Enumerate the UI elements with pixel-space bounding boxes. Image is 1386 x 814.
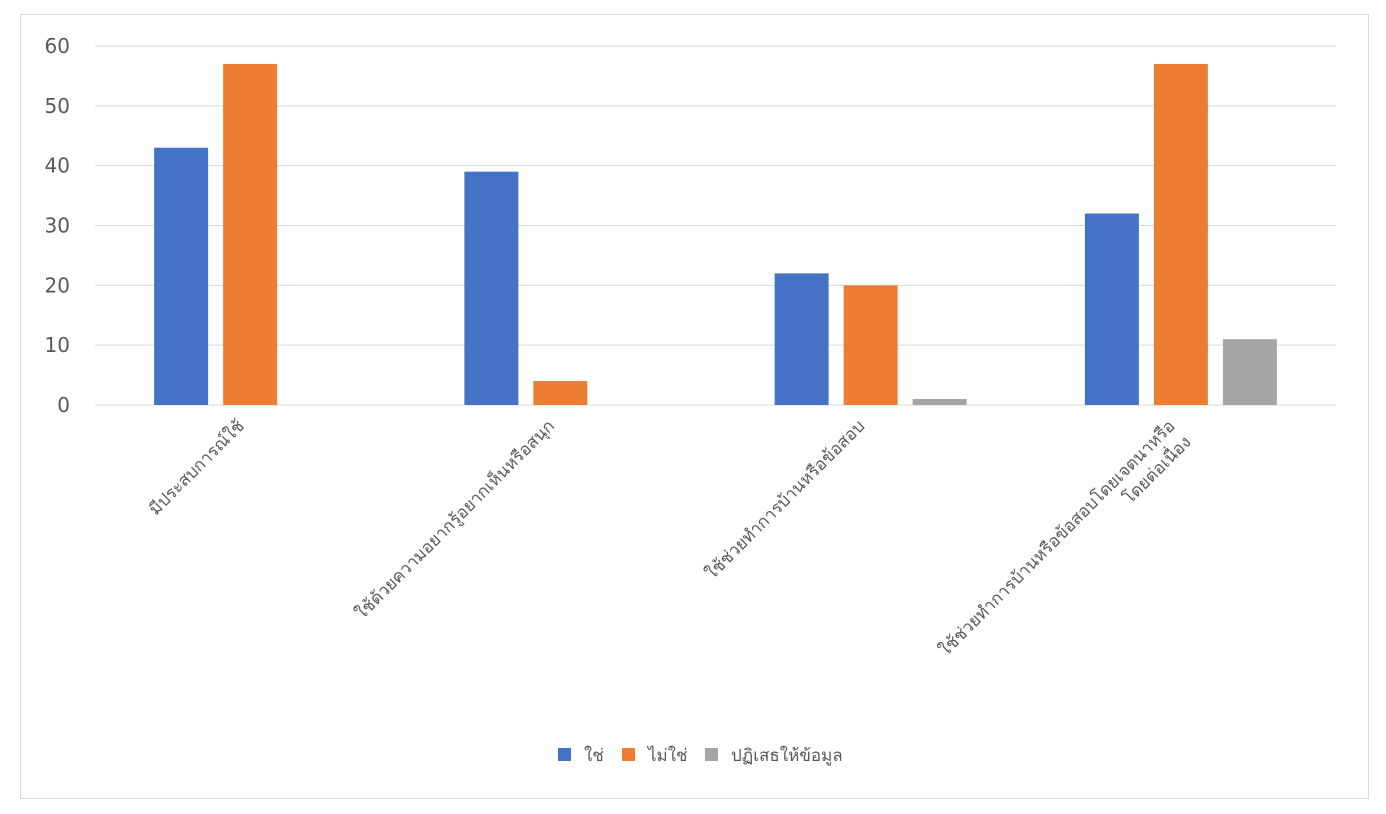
y-tick-label: 20 [45,273,70,297]
y-tick-label: 60 [45,34,70,58]
legend-label-3: ปฏิเสธให้ข้อมูล [731,745,843,766]
bar-3-3 [912,399,967,405]
y-tick-label: 40 [45,154,70,178]
category-label: ใช้ด้วยความอยากรู้อยากเห็นหรือสนุก [351,415,559,623]
bar-2-3 [843,285,898,405]
legend-swatch-1 [558,748,571,761]
bar-2-4 [1153,63,1208,405]
y-tick-label: 30 [45,214,70,238]
legend-swatch-2 [622,748,635,761]
chart-frame [20,14,1369,799]
category-label: มีประสบการณ์ใช้ [145,416,249,520]
legend-label-2: ไม่ใช่ [646,745,688,766]
y-tick-label: 0 [57,393,70,417]
bar-1-2 [464,171,519,405]
bar-1-4 [1084,213,1139,405]
bar-2-2 [533,381,588,405]
bar-2-1 [223,63,278,405]
legend-swatch-3 [705,748,718,761]
y-tick-label: 50 [45,94,70,118]
y-tick-label: 10 [45,333,70,357]
bar-1-1 [154,147,209,405]
category-label: ใช้ช่วยทำการบ้านหรือข้อสอบ [701,416,869,584]
category-label: ใช้ช่วยทำการบ้านหรือข้อสอบโดยเจตนาหรือ [935,416,1180,661]
bar-3-4 [1222,339,1277,405]
bar-1-3 [774,273,829,405]
legend-label-1: ใช่ [584,745,604,766]
